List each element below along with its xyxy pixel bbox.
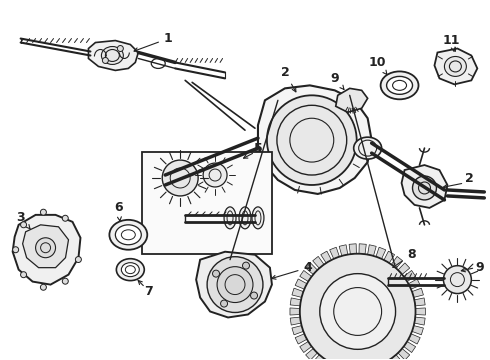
Circle shape [21,272,26,278]
Circle shape [162,160,198,196]
Ellipse shape [109,220,147,250]
Ellipse shape [101,46,123,64]
Polygon shape [412,325,423,335]
Circle shape [413,176,437,200]
Polygon shape [292,325,303,335]
Circle shape [250,292,258,299]
Text: 2: 2 [280,66,296,92]
Polygon shape [392,355,403,360]
Polygon shape [290,298,301,306]
Circle shape [300,254,416,360]
Text: 9: 9 [475,261,484,274]
Polygon shape [415,317,425,325]
Polygon shape [359,244,367,254]
Ellipse shape [252,207,264,229]
Circle shape [75,257,81,262]
Text: 1: 1 [134,32,172,51]
Circle shape [40,209,47,215]
Polygon shape [290,308,300,315]
Circle shape [13,247,19,253]
Circle shape [320,274,395,349]
Circle shape [243,262,249,269]
Polygon shape [408,334,420,344]
Ellipse shape [239,207,251,229]
Polygon shape [368,245,376,256]
Polygon shape [295,334,307,344]
Polygon shape [349,244,356,254]
Circle shape [62,278,68,284]
Polygon shape [384,251,394,263]
Text: 8: 8 [393,248,416,267]
Ellipse shape [387,76,413,94]
Text: 3: 3 [16,211,30,229]
Circle shape [443,266,471,293]
Polygon shape [313,355,324,360]
Polygon shape [339,245,348,256]
Polygon shape [13,215,80,285]
Text: 7: 7 [144,285,153,298]
Circle shape [36,238,55,258]
Polygon shape [306,263,318,274]
Polygon shape [23,225,69,268]
Circle shape [21,222,26,228]
Circle shape [217,267,253,302]
Polygon shape [300,270,312,282]
Circle shape [220,300,227,307]
Circle shape [62,215,68,221]
Circle shape [267,95,357,185]
Ellipse shape [122,263,139,276]
Text: 6: 6 [114,201,122,221]
Polygon shape [398,348,410,360]
Polygon shape [196,252,272,318]
Text: 11: 11 [442,34,460,51]
Ellipse shape [444,57,466,76]
Polygon shape [392,256,403,268]
Text: 9: 9 [330,72,344,90]
Polygon shape [412,288,423,297]
Polygon shape [89,41,138,71]
Polygon shape [321,251,331,263]
Ellipse shape [224,207,236,229]
Polygon shape [415,298,425,306]
Text: 10: 10 [369,56,387,75]
Polygon shape [435,49,477,84]
Circle shape [203,163,227,187]
Circle shape [102,58,108,63]
Polygon shape [292,288,303,297]
Polygon shape [398,263,410,274]
Polygon shape [295,279,307,289]
Circle shape [207,257,263,312]
Polygon shape [258,85,371,194]
Polygon shape [416,308,425,315]
Text: 2: 2 [465,171,474,185]
Ellipse shape [354,137,382,159]
Polygon shape [336,88,368,112]
Text: 4: 4 [272,261,312,279]
Polygon shape [300,342,312,352]
Polygon shape [404,270,416,282]
Text: 5: 5 [254,141,262,155]
Polygon shape [330,247,340,259]
Circle shape [213,270,220,277]
Ellipse shape [115,225,141,245]
Polygon shape [376,247,386,259]
Polygon shape [404,342,416,352]
Polygon shape [142,152,272,254]
Polygon shape [290,317,301,325]
Polygon shape [306,348,318,360]
Polygon shape [401,165,447,208]
Ellipse shape [116,259,144,280]
Circle shape [40,284,47,290]
Polygon shape [408,279,420,289]
Circle shape [118,45,123,51]
Ellipse shape [381,71,418,99]
Polygon shape [313,256,324,268]
